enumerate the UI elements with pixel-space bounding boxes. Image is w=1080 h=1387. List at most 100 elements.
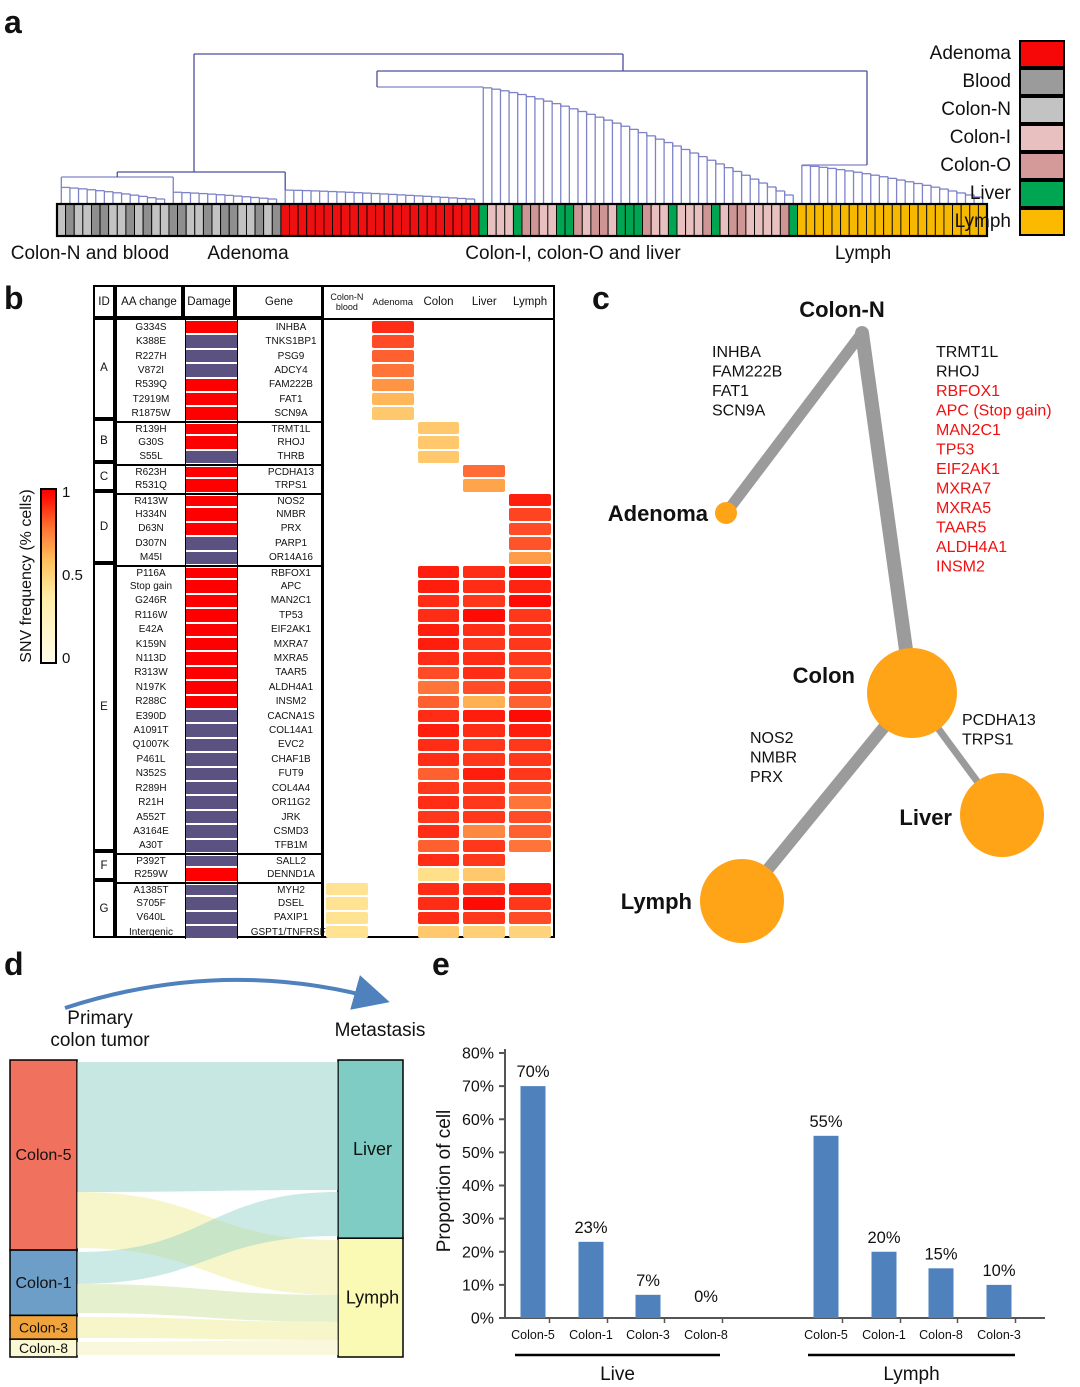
gene-cell: TAAR5: [237, 665, 344, 681]
heatmap-row: [324, 421, 553, 435]
panel-a-label: a: [4, 4, 22, 40]
table-row: N197K ALDH4A1: [117, 680, 321, 695]
leaf-box: [444, 203, 454, 237]
gene-cell: RBFOX1: [237, 566, 344, 580]
heatmap-cell: [418, 494, 460, 506]
heatmap-cell: [417, 810, 460, 824]
leaf-box: [469, 203, 480, 237]
tree-node-label: Liver: [899, 805, 952, 830]
leaf-box: [452, 203, 463, 237]
legend-label: Colon-N: [941, 99, 1011, 120]
heatmap-cell: [509, 652, 551, 665]
leaf-box: [487, 203, 497, 237]
heatmap-cell: [463, 565, 506, 579]
damage-cell: [185, 566, 237, 580]
branch-gene: RBFOX1: [936, 383, 1000, 400]
y-tick-label: 30%: [462, 1211, 494, 1228]
damage-cell: [185, 593, 237, 609]
group-id-cell: B: [93, 418, 115, 463]
gene-cell: TNKS1BP1: [237, 334, 344, 349]
bar: [520, 1086, 546, 1318]
heatmap-cell: [371, 364, 414, 377]
group-label: Lymph: [883, 1364, 939, 1385]
y-tick-label: 70%: [462, 1079, 494, 1096]
damage-cell: [185, 622, 237, 637]
heatmap-cell: [463, 436, 505, 448]
damage-cell: [185, 348, 237, 364]
dendrogram-group-label: Lymph: [834, 243, 892, 264]
damage-bar: [186, 364, 237, 377]
legend-swatch: [1019, 180, 1065, 208]
aa-change-cell: N197K: [135, 681, 167, 693]
heatmap-row: [324, 680, 553, 694]
damage-cell: [185, 925, 237, 940]
damage-cell: [185, 896, 237, 911]
leaf-box: [607, 203, 618, 237]
leaf-box: [202, 203, 213, 237]
heatmap-cell: [326, 739, 368, 751]
damage-bar: [186, 321, 237, 334]
heatmap-cell: [463, 695, 506, 708]
heatmap-cell: [326, 566, 368, 578]
heatmap-cell: [463, 868, 506, 881]
heatmap-cell: [417, 782, 460, 795]
damage-bar: [186, 695, 237, 708]
heatmap-cell: [326, 782, 368, 794]
heatmap-row: [324, 435, 553, 449]
heatmap-cell: [509, 335, 551, 347]
heatmap-cell: [509, 926, 551, 939]
heatmap-cell: [509, 493, 551, 507]
damage-bar: [186, 753, 237, 766]
damage-cell: [185, 737, 237, 753]
gene-cell: CHAF1B: [237, 752, 344, 767]
heatmap-cell: [372, 739, 414, 751]
heatmap-cell: [509, 350, 551, 362]
heatmap-row: [324, 911, 553, 925]
heatmap-cell: [326, 724, 368, 736]
heatmap-cell: [326, 508, 368, 520]
leaf-box: [125, 203, 135, 237]
damage-bar: [186, 349, 237, 363]
damage-bar: [186, 825, 237, 838]
tree-node-label: Adenoma: [608, 501, 709, 526]
heatmap-row: [324, 666, 553, 680]
gene-cell: INSM2: [237, 694, 344, 709]
colorbar-tick-1: 1: [62, 484, 71, 501]
leaf-box: [530, 203, 540, 237]
heatmap-cell: [509, 753, 551, 766]
leaf-box: [693, 203, 704, 237]
heatmap-cell: [326, 364, 368, 376]
column-header: ID: [93, 285, 115, 318]
aa-change-cell: P116A: [136, 567, 166, 579]
gene-cell: PRX: [237, 521, 344, 537]
branch-gene: ALDH4A1: [936, 539, 1007, 556]
table-row: G30S RHOJ: [117, 435, 321, 450]
table-row: R116W TP53: [117, 608, 321, 623]
colorbar-axis-label: SNV frequency (% cells): [18, 489, 35, 663]
leaf-box: [185, 203, 196, 237]
y-tick-label: 10%: [462, 1277, 494, 1294]
aa-change-cell: E390D: [135, 710, 167, 722]
heatmap-cell: [417, 681, 460, 694]
leaf-box: [616, 203, 626, 237]
primary-to-metastasis-arrow: [64, 975, 390, 1010]
heatmap-cell: [372, 451, 414, 463]
column-header: Damage: [183, 285, 235, 318]
leaf-box: [779, 203, 790, 237]
leaf-box: [650, 203, 661, 237]
leaf-box: [211, 203, 222, 237]
table-row: R531Q TRPS1: [117, 478, 321, 493]
branch-gene: TAAR5: [936, 520, 986, 537]
heatmap-cell: [463, 810, 506, 824]
gene-cell: CACNA1S: [237, 708, 344, 724]
heatmap-cell: [326, 624, 368, 636]
leaf-box: [504, 203, 514, 237]
table-row: R21H OR11G2: [117, 795, 321, 810]
y-tick-label: 20%: [462, 1244, 494, 1261]
heatmap-cell: [509, 911, 551, 925]
damage-cell: [185, 824, 237, 839]
legend-swatch: [1019, 68, 1065, 96]
heatmap-row: [324, 406, 553, 420]
branch-gene: PCDHA13: [962, 712, 1036, 729]
